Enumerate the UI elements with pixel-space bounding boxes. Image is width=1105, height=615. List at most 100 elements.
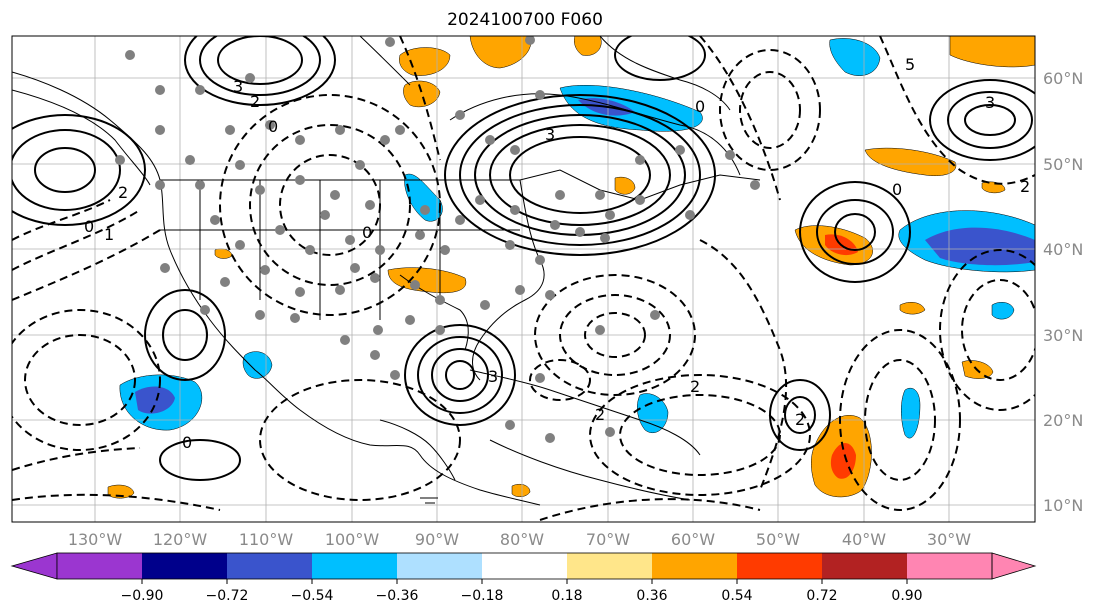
shade-orange (899, 302, 926, 315)
shade-dark-blue (135, 386, 175, 414)
colorbar-extend-max (991, 552, 1037, 580)
shade-light-blue (901, 387, 921, 439)
lon-tick: 70°W (586, 530, 630, 549)
lon-tick: 40°W (842, 530, 886, 549)
contour-ring (199, 36, 321, 96)
contour-ring (12, 129, 121, 211)
colorbar-bin (737, 553, 822, 579)
contour-label: 2 (118, 183, 128, 202)
colorbar-tick: −0.90 (121, 588, 164, 604)
contour-label: 0 (892, 180, 902, 199)
contour-label: 2 (795, 410, 805, 429)
colorbar-tick: 0.72 (806, 588, 837, 604)
contour-ring-dashed (559, 294, 671, 376)
contour-ring (799, 181, 911, 283)
contour-label: 3 (545, 125, 555, 144)
contour-ring (929, 79, 1035, 161)
contour-label: 2 (1020, 177, 1030, 196)
shade-light-blue (637, 393, 669, 434)
contour-ring-dashed (589, 374, 811, 496)
contour-ring (217, 36, 303, 85)
contour-dashed (12, 229, 161, 301)
contour-ring (964, 104, 1016, 136)
shaded-anomaly-areas (107, 36, 1035, 499)
shade-orange (387, 267, 467, 294)
shade-light-blue (242, 351, 273, 379)
colorbar: −0.90 −0.72 −0.54 −0.36 −0.18 0.18 0.36 … (10, 552, 1037, 604)
contour-labels: 3 2 2 0 1 0 3 5 0 0 2 0 2 3 2 0 3 2 (84, 55, 1030, 452)
colorbar-bin (652, 553, 737, 579)
colorbar-tick: −0.54 (291, 588, 334, 604)
contour-ring-dashed (739, 71, 801, 149)
contour-ring-dashed (219, 94, 441, 316)
lon-tick: 100°W (325, 530, 380, 549)
contour-dashed (699, 36, 781, 201)
shade-orange (107, 484, 135, 499)
shade-orange (214, 248, 233, 259)
contour-label: 3 (233, 77, 243, 96)
map-title: 2024100700 F060 (447, 10, 603, 30)
map-frame (11, 35, 1036, 523)
contour-ring-dashed (961, 279, 1035, 381)
shade-orange (614, 176, 636, 195)
contour-label: 0 (84, 217, 94, 236)
contour-ring-dashed (839, 329, 961, 511)
contour-ring (34, 147, 96, 193)
colorbar-bin (312, 553, 397, 579)
contour-label: 0 (695, 97, 705, 116)
shade-dark-blue (925, 227, 1035, 266)
contour-ring (417, 336, 503, 414)
lat-tick: 30°N (1043, 326, 1083, 345)
contour-ring-dashed (529, 359, 591, 401)
contour-ring (474, 114, 686, 236)
contour-ring-dashed (259, 379, 461, 501)
contour-label: 0 (268, 117, 278, 136)
contour-lines (12, 36, 1035, 521)
colorbar-bin (822, 553, 907, 579)
contour-ring (144, 289, 226, 381)
colorbar-bin (57, 553, 142, 579)
lat-tick: 40°N (1043, 240, 1083, 259)
contour-ring (459, 104, 701, 246)
shade-orange (574, 36, 602, 56)
contour-ring-dashed (24, 334, 136, 426)
contour-dashed (12, 199, 111, 241)
lon-tick: 60°W (671, 530, 715, 549)
lon-tick: 120°W (153, 530, 208, 549)
longitude-ticks: 130°W 120°W 110°W 100°W 90°W 80°W 70°W 6… (68, 530, 971, 549)
lon-tick: 50°W (756, 530, 800, 549)
contour-label: 2 (690, 377, 700, 396)
contour-ring-dashed (12, 309, 161, 451)
colorbar-bin (397, 553, 482, 579)
shade-light-blue (559, 85, 703, 132)
contour-ring-dashed (864, 359, 936, 481)
contour-ring (184, 36, 336, 106)
contour-dashed (12, 209, 141, 271)
contour-label: 1 (104, 225, 114, 244)
contour-dashed (539, 498, 761, 521)
colorbar-bin (567, 553, 652, 579)
latitude-ticks: 60°N 50°N 40°N 30°N 20°N 10°N (1043, 69, 1083, 515)
shade-orange (511, 484, 531, 497)
lat-tick: 20°N (1043, 411, 1083, 430)
contour-ring (816, 199, 894, 265)
lon-tick: 80°W (500, 530, 544, 549)
contour-label: 0 (182, 433, 192, 452)
contour-ring (162, 309, 208, 361)
colorbar-bin (142, 553, 227, 579)
lon-tick: 90°W (415, 530, 459, 549)
colorbar-tick: 0.90 (891, 588, 922, 604)
contour-ring (445, 360, 475, 390)
contour-dashed (879, 36, 1035, 185)
contour-label: 3 (488, 367, 498, 386)
contour-ring-dashed (584, 312, 646, 358)
contour-dashed (12, 493, 221, 511)
contour-ring-dashed (249, 124, 411, 286)
contour-label: 2 (595, 405, 605, 424)
contour-ring (431, 348, 489, 402)
lat-tick: 10°N (1043, 496, 1083, 515)
contour-ring (444, 94, 716, 256)
contour-ring (12, 114, 146, 226)
lon-tick: 30°W (927, 530, 971, 549)
shade-orange (864, 147, 957, 176)
